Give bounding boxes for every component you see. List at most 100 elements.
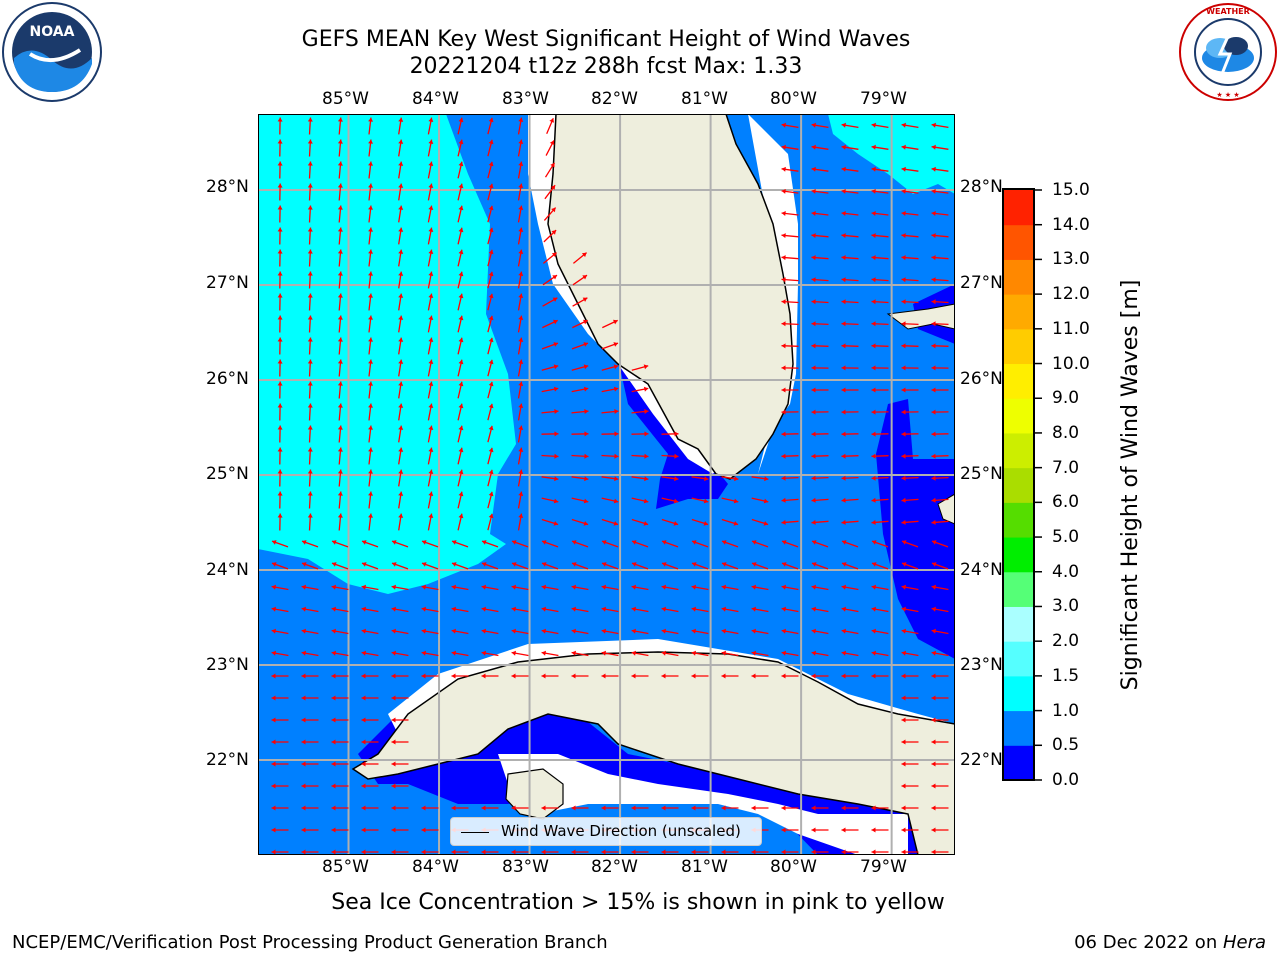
wind-wave-arrowhead [391,584,396,590]
wind-wave-arrowhead [691,628,696,634]
wind-wave-arrowhead [301,827,306,833]
wind-wave-arrowhead [901,475,906,481]
colorbar-tick-label: 5.0 [1052,527,1080,548]
wind-wave-arrowhead [841,365,846,371]
wind-wave-arrowhead [518,139,524,144]
wind-wave-arrowhead [368,139,373,144]
wind-wave-arrowhead [841,233,846,238]
wind-wave-arrowhead [781,453,786,459]
wind-wave-arrowhead [428,513,434,518]
wind-wave-arrowhead [391,849,396,855]
wind-wave-arrowhead [721,584,726,590]
wind-wave-arrowhead [481,584,486,590]
wind-wave-arrowhead [811,497,816,503]
wind-wave-arrowhead [901,299,906,305]
wind-wave-arrowhead [331,584,336,590]
wind-wave-arrowhead [337,139,343,144]
wind-wave-arrowhead [481,606,486,612]
wind-wave-arrowhead [751,584,756,590]
wind-wave-arrowhead [584,476,589,482]
wind-wave-arrowhead [811,606,816,612]
wind-wave-arrowhead [518,381,524,386]
colorbar-segment [1003,328,1034,365]
lon-tick-bottom: 79°W [860,857,907,877]
wind-wave-arrowhead [541,606,546,612]
wind-wave-arrowhead [301,628,306,634]
wind-wave-arrowhead [542,540,547,545]
wind-wave-arrowhead [271,628,276,634]
wind-wave-arrowhead [451,584,456,590]
wind-wave-arrowhead [307,447,313,452]
wind-wave-arrowhead [902,562,907,567]
wind-wave-arrowhead [631,628,636,634]
wind-wave-arrowhead [901,409,906,415]
wind-wave-arrowhead [901,189,906,194]
colorbar-segment [1003,745,1034,781]
wind-wave-arrowhead [752,540,757,545]
wind-wave-arrowhead [553,521,559,526]
wind-wave-arrowhead [307,403,313,408]
wind-wave-arrowhead [631,650,636,656]
wind-wave-arrowhead [661,849,666,855]
wind-wave-arrowhead [584,453,589,459]
lon-tick-bottom: 84°W [412,857,459,877]
wind-wave-arrowhead [481,805,486,811]
wind-wave-arrowhead [277,249,283,254]
wind-wave-arrowhead [518,117,524,122]
wind-wave-arrowhead [301,695,306,701]
wind-wave-arrowhead [841,299,846,305]
wind-wave-arrowhead [931,497,936,503]
wind-wave-arrowhead [811,211,816,216]
wind-wave-arrowhead [337,227,343,232]
wind-wave-arrowhead [601,584,606,590]
wind-wave-arrowhead [331,739,336,745]
wind-wave-arrowhead [398,469,404,474]
wind-wave-arrowhead [811,827,816,833]
wind-wave-arrowhead [841,805,846,811]
wind-wave-arrowhead [398,117,404,122]
wind-wave-arrowhead [931,365,936,371]
wind-wave-arrowhead [811,409,816,415]
wind-wave-arrowhead [841,475,846,481]
wind-wave-arrowhead [451,606,456,612]
wind-wave-arrowhead [428,227,434,232]
colorbar-tick-label: 14.0 [1052,214,1090,235]
wind-wave-arrowhead [458,117,464,123]
wind-wave-arrowhead [691,650,696,656]
wind-wave-arrowhead [551,207,556,213]
wind-wave-arrowhead [931,805,936,811]
wind-wave-arrowhead [631,673,636,679]
wind-wave-arrowhead [331,673,336,679]
wind-wave-arrowhead [458,513,464,519]
wind-wave-arrowhead [643,498,649,504]
bahamas-island [937,493,955,525]
wind-wave-arrowhead [554,453,559,459]
lon-tick-bottom: 85°W [322,857,369,877]
wind-wave-arrowhead [871,453,876,459]
wind-wave-arrowhead [271,849,276,855]
wind-wave-arrowhead [901,519,906,525]
wind-wave-arrowhead [361,761,366,767]
wind-wave-arrowhead [361,805,366,811]
wind-wave-arrowhead [518,293,524,298]
wind-wave-arrowhead [931,409,936,415]
wind-wave-arrowhead [277,139,283,144]
wind-wave-arrowhead [841,211,846,216]
wind-wave-arrowhead [368,513,373,518]
wind-wave-arrowhead [307,491,313,496]
wind-wave-arrowhead [518,161,524,166]
wind-wave-arrowhead [488,161,494,167]
wind-wave-arrowhead [428,469,434,474]
wind-wave-arrowhead [458,183,464,189]
wind-wave-arrowhead [458,447,464,453]
wind-wave-arrowhead [271,606,276,612]
wind-wave-arrowhead [703,521,709,526]
wind-wave-arrowhead [572,562,577,567]
wind-wave-arrowhead [277,359,283,364]
wind-wave-arrowhead [307,293,313,298]
wind-wave-arrowhead [458,249,464,255]
wind-wave-arrowhead [841,628,846,634]
wind-wave-arrowhead [644,431,649,437]
wind-wave-arrowhead [307,425,313,430]
wind-wave-arrowhead [811,233,816,238]
